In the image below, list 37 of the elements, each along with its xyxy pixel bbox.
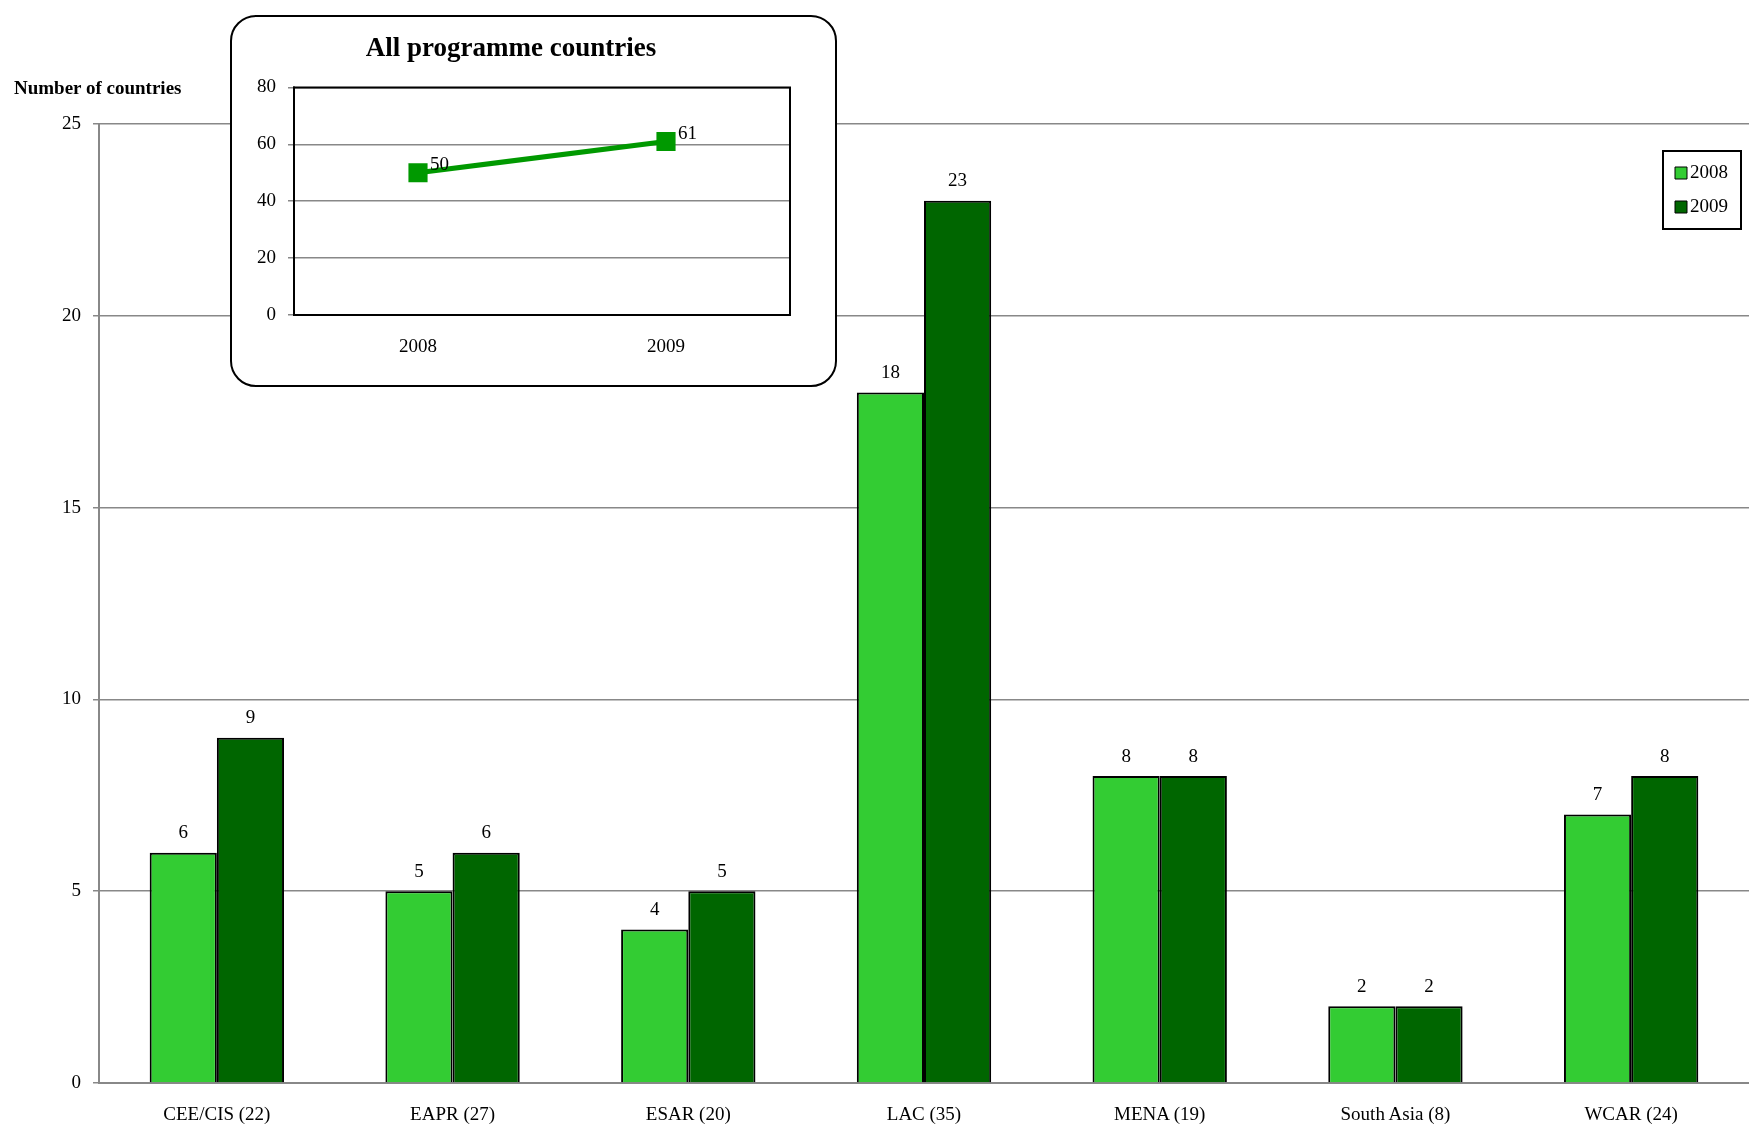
chart-title: All programme countries (365, 32, 657, 63)
y-tick-label: 25 (62, 111, 81, 133)
data-label: 7 (1592, 782, 1603, 804)
y-tick-label: 0 (71, 1070, 81, 1092)
y-tick-label: 15 (62, 495, 81, 517)
data-label: 5 (717, 859, 727, 881)
y-tick-label: 20 (62, 303, 81, 325)
data-label: 5 (414, 859, 424, 881)
data-label: 9 (245, 706, 256, 728)
data-label: 18 (880, 361, 900, 382)
legend-label: 2009 (1690, 194, 1728, 216)
x-tick-label: LAC (35) (886, 1103, 962, 1126)
x-tick-label: South Asia (8) (1340, 1103, 1451, 1126)
y-tick-label: 80 (257, 75, 276, 97)
x-tick-label: WCAR (24) (1584, 1103, 1678, 1126)
x-tick-label: EAPR (27) (410, 1103, 496, 1126)
data-label: 2 (1424, 974, 1434, 996)
data-label: 6 (178, 821, 189, 843)
data-label: 8 (1121, 744, 1131, 766)
y-tick-label: 20 (257, 246, 276, 268)
data-label: 61 (678, 121, 697, 143)
data-label: 8 (1659, 744, 1670, 766)
x-tick-label: CEE/CIS (22) (163, 1103, 271, 1126)
data-label: 2 (1357, 974, 1367, 996)
data-label: 4 (649, 898, 660, 920)
x-tick-label: MENA (19) (1114, 1103, 1206, 1126)
legend-label: 2008 (1690, 160, 1728, 182)
data-label: 6 (481, 821, 491, 843)
data-label: 23 (948, 169, 968, 191)
y-tick-label: 40 (257, 189, 276, 211)
x-tick-label: ESAR (20) (645, 1103, 731, 1126)
y-tick-label: 0 (266, 302, 276, 324)
y-tick-label: 5 (71, 879, 81, 901)
y-tick-label: 60 (257, 132, 276, 154)
y-axis-title: Number of countries (14, 76, 182, 98)
data-label: 8 (1188, 744, 1199, 766)
y-tick-label: 10 (62, 687, 81, 709)
